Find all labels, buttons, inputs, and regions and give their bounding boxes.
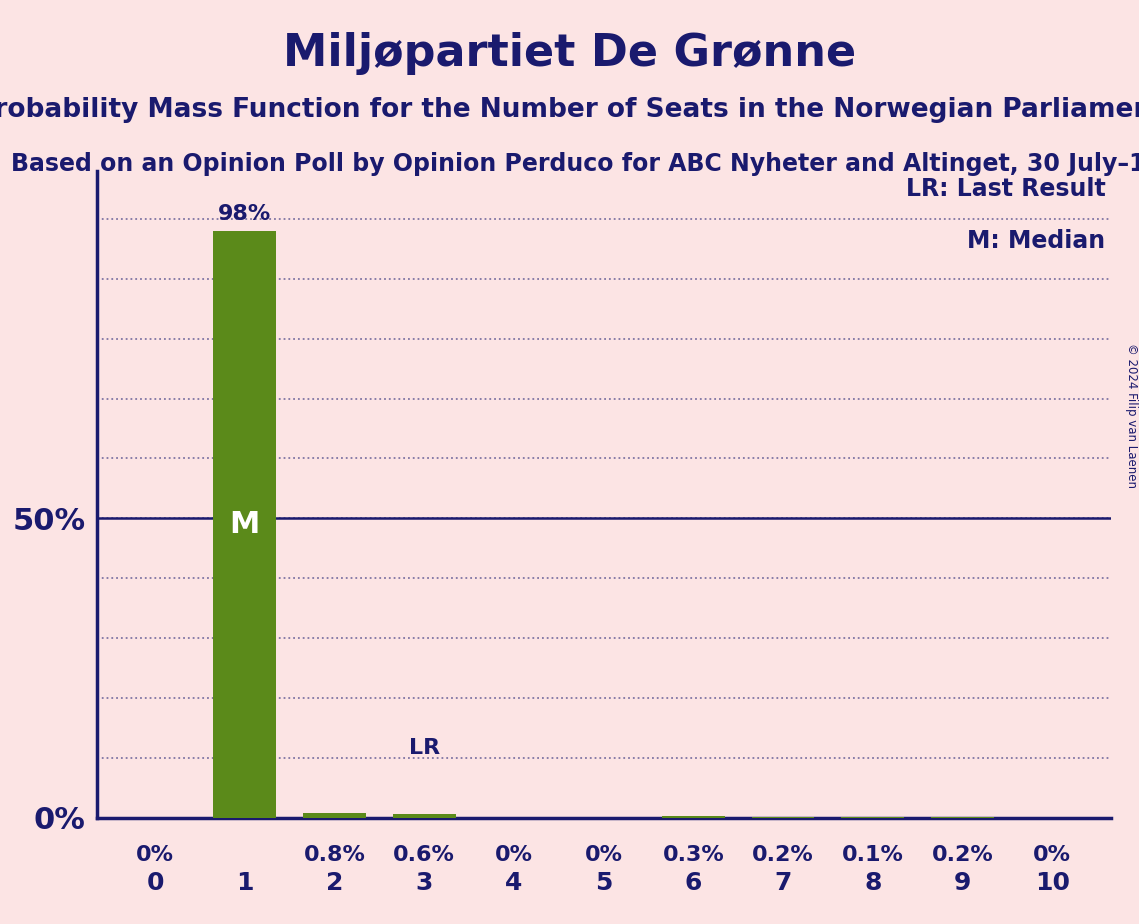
Bar (662, 816, 724, 818)
Text: Probability Mass Function for the Number of Seats in the Norwegian Parliament: Probability Mass Function for the Number… (0, 97, 1139, 123)
Text: M: Median: M: Median (967, 229, 1106, 253)
Text: 0%: 0% (584, 845, 623, 865)
Text: LR: Last Result: LR: Last Result (906, 177, 1106, 201)
Text: 0%: 0% (1033, 845, 1071, 865)
Text: 0.6%: 0.6% (393, 845, 456, 865)
Text: 0.1%: 0.1% (842, 845, 903, 865)
Text: © 2024 Filip van Laenen: © 2024 Filip van Laenen (1124, 344, 1138, 488)
Bar (752, 817, 814, 818)
Bar (393, 814, 456, 818)
Bar (213, 231, 277, 818)
Text: 0.3%: 0.3% (663, 845, 724, 865)
Text: 0%: 0% (137, 845, 174, 865)
Text: M: M (230, 510, 260, 539)
Text: 0.2%: 0.2% (752, 845, 814, 865)
Bar (931, 817, 994, 818)
Text: 98%: 98% (219, 203, 271, 224)
Text: 0.2%: 0.2% (932, 845, 993, 865)
Text: 0%: 0% (495, 845, 533, 865)
Text: 0.8%: 0.8% (304, 845, 366, 865)
Text: LR: LR (409, 738, 440, 758)
Text: Based on an Opinion Poll by Opinion Perduco for ABC Nyheter and Altinget, 30 Jul: Based on an Opinion Poll by Opinion Perd… (11, 152, 1139, 176)
Text: Miljøpartiet De Grønne: Miljøpartiet De Grønne (282, 32, 857, 76)
Bar (303, 813, 366, 818)
